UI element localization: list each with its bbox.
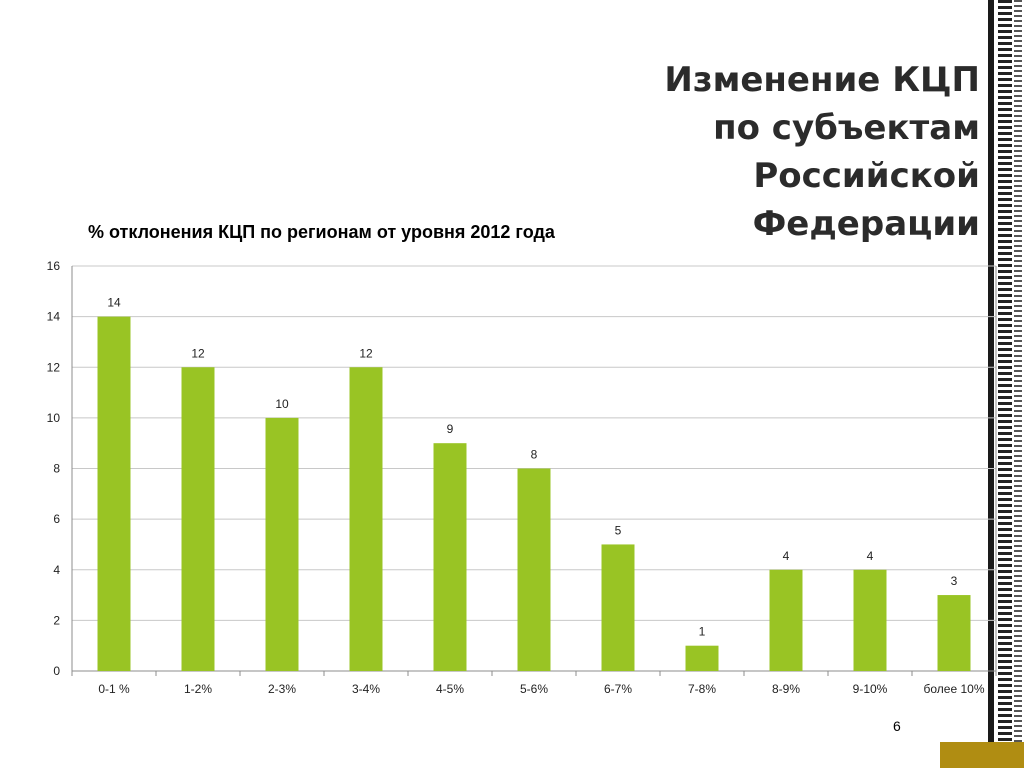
- y-tick-label: 12: [47, 360, 61, 374]
- data-label: 1: [699, 625, 706, 639]
- x-tick-label: более 10%: [924, 682, 985, 696]
- bar: [349, 367, 383, 671]
- y-tick-label: 16: [47, 259, 61, 273]
- bar: [433, 443, 467, 671]
- x-tick-label: 6-7%: [604, 682, 632, 696]
- data-label: 14: [107, 296, 121, 310]
- data-label: 8: [531, 448, 538, 462]
- bar: [937, 595, 971, 671]
- accent-bar: [940, 742, 1024, 768]
- chart-title: % отклонения КЦП по регионам от уровня 2…: [88, 222, 555, 242]
- border-stripe-pattern-2: [1014, 0, 1022, 768]
- data-label: 4: [783, 549, 790, 563]
- border-stripe-dark: [988, 0, 994, 768]
- bar: [265, 417, 299, 671]
- data-label: 9: [447, 422, 454, 436]
- bar: [853, 569, 887, 671]
- data-label: 10: [275, 397, 289, 411]
- slide-title-line-1: Изменение КЦП: [664, 60, 980, 100]
- slide-title-line-3: Российской: [753, 156, 980, 196]
- page-number: 6: [893, 718, 901, 734]
- data-label: 12: [191, 346, 205, 360]
- decorative-right-border: [988, 0, 1024, 768]
- x-tick-label: 0-1 %: [98, 682, 130, 696]
- y-tick-label: 8: [53, 462, 60, 476]
- x-tick-label: 2-3%: [268, 682, 296, 696]
- x-tick-label: 3-4%: [352, 682, 380, 696]
- x-tick-label: 7-8%: [688, 682, 716, 696]
- y-tick-label: 6: [53, 512, 60, 526]
- bar: [685, 645, 719, 671]
- bar: [517, 468, 551, 671]
- y-tick-label: 0: [53, 664, 60, 678]
- y-tick-label: 10: [47, 411, 61, 425]
- data-label: 5: [615, 523, 622, 537]
- slide-title-line-4: Федерации: [752, 204, 980, 244]
- x-tick-label: 8-9%: [772, 682, 800, 696]
- bar: [601, 544, 635, 671]
- x-tick-label: 4-5%: [436, 682, 464, 696]
- bar: [181, 367, 215, 671]
- data-label: 12: [359, 346, 373, 360]
- slide-title-line-2: по субъектам: [713, 108, 980, 148]
- data-label: 4: [867, 549, 874, 563]
- bar: [97, 316, 131, 671]
- x-tick-label: 1-2%: [184, 682, 212, 696]
- x-tick-label: 5-6%: [520, 682, 548, 696]
- y-tick-label: 4: [53, 563, 60, 577]
- bar: [769, 569, 803, 671]
- x-tick-label: 9-10%: [853, 682, 888, 696]
- border-stripe-pattern: [998, 0, 1012, 768]
- slide-title: Изменение КЦП по субъектам Российской Фе…: [560, 56, 980, 248]
- y-tick-label: 14: [47, 310, 61, 324]
- y-tick-label: 2: [53, 613, 60, 627]
- data-label: 3: [951, 574, 958, 588]
